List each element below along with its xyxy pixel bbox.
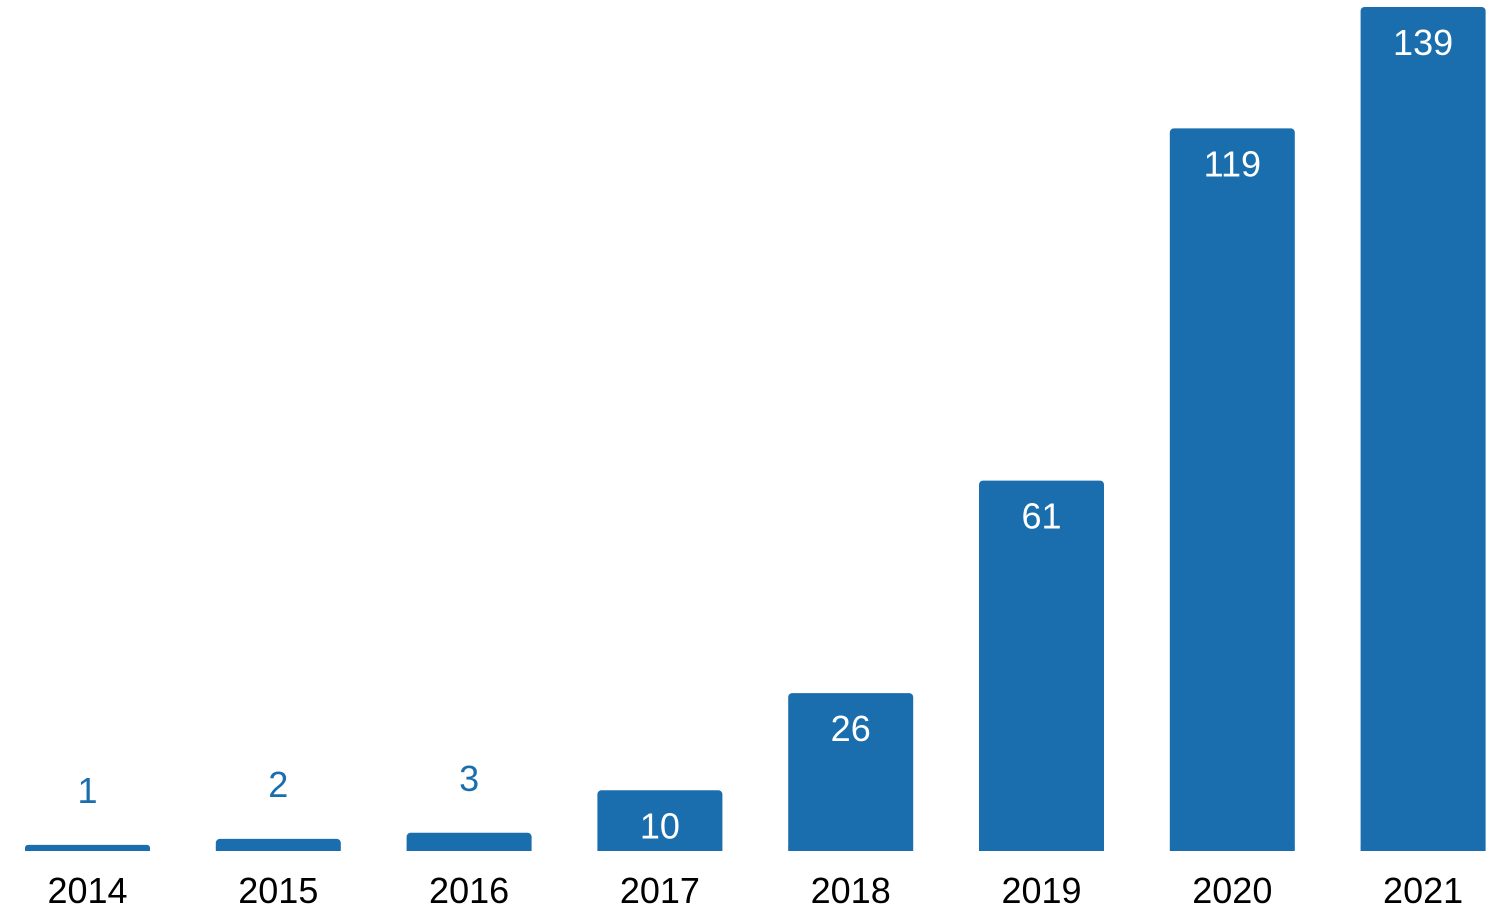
value-label-2018: 26 (831, 708, 871, 749)
value-label-2019: 61 (1021, 496, 1061, 537)
value-label-2016: 3 (459, 758, 479, 799)
x-axis-tick-labels: 2014 2015 2016 2017 2018 2019 2020 2021 (47, 870, 1463, 911)
bar-base-2016 (406, 847, 532, 851)
bar-base-2015 (215, 847, 341, 851)
x-tick-label-2020: 2020 (1192, 870, 1272, 911)
bar-base-2020 (1169, 847, 1295, 851)
x-tick-label-2021: 2021 (1383, 870, 1463, 911)
bars-group (25, 7, 1486, 851)
x-tick-label-2017: 2017 (620, 870, 700, 911)
bar-base-2017 (597, 847, 723, 851)
value-label-2021: 139 (1393, 22, 1453, 63)
x-tick-label-2015: 2015 (238, 870, 318, 911)
bar-2016 (406, 832, 532, 851)
value-labels-group: 1 2 3 10 26 61 119 139 (77, 22, 1453, 846)
value-label-2020: 119 (1204, 143, 1261, 184)
value-label-2014: 1 (77, 770, 97, 811)
bar-2018 (788, 693, 914, 851)
x-tick-label-2016: 2016 (429, 870, 509, 911)
value-label-2017: 10 (640, 805, 680, 846)
bar-base-2014 (25, 848, 150, 851)
x-tick-label-2018: 2018 (811, 870, 891, 911)
bar-base-2019 (979, 847, 1104, 851)
bar-2017 (597, 790, 723, 851)
value-label-2015: 2 (268, 764, 288, 805)
bar-2020 (1169, 128, 1295, 851)
bar-2019 (979, 480, 1104, 851)
x-tick-label-2019: 2019 (1001, 870, 1081, 911)
x-tick-label-2014: 2014 (47, 870, 127, 911)
bar-base-2021 (1360, 847, 1486, 851)
bar-2021 (1360, 7, 1486, 851)
bar-base-2018 (788, 847, 914, 851)
